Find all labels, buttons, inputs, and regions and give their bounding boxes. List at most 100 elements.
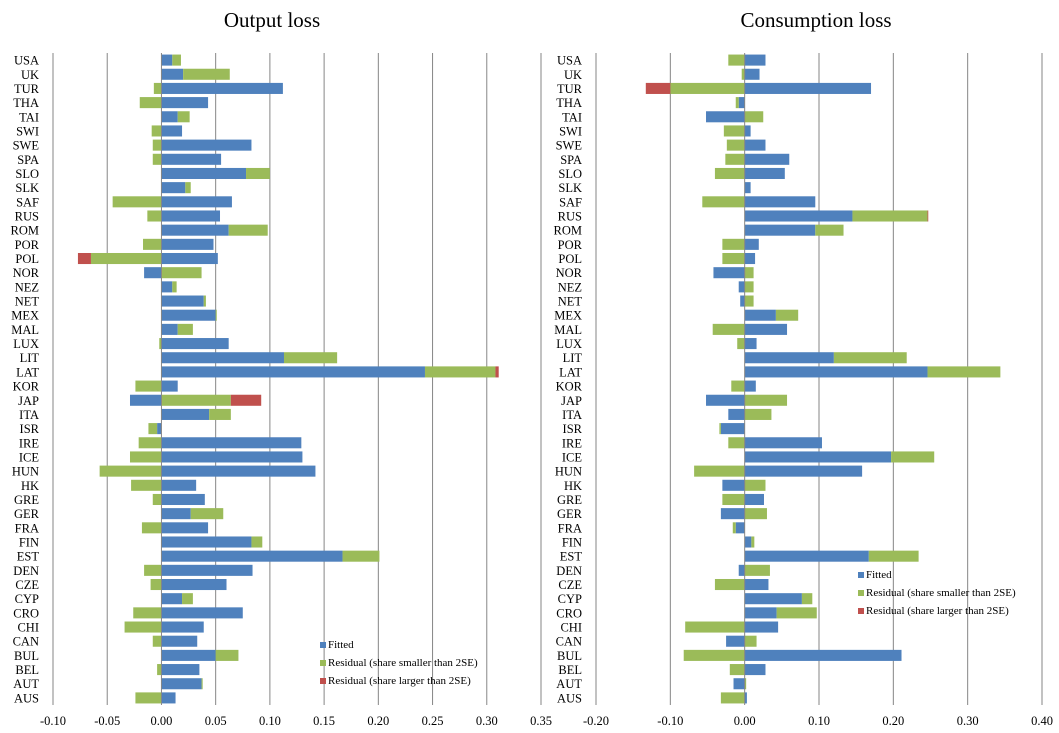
bar-hk-series-1: [744, 479, 766, 491]
bar-lit-series-1: [833, 352, 907, 364]
category-label: TUR: [557, 82, 583, 96]
bar-cyp-series-1: [801, 593, 813, 605]
category-label: EST: [560, 550, 583, 564]
x-tick-label: -0.10: [657, 714, 683, 728]
bar-gre-series-1: [722, 493, 745, 506]
bar-slk-series-0: [161, 182, 186, 194]
category-label: ROM: [554, 224, 582, 238]
category-label: NOR: [13, 266, 40, 280]
bar-uk-series-1: [183, 68, 230, 80]
category-label: SLK: [15, 181, 39, 195]
category-label: POL: [15, 252, 39, 266]
bar-swe-series-0: [744, 139, 766, 151]
category-label: TUR: [14, 82, 40, 96]
category-label: BEL: [15, 663, 39, 677]
bar-rus-series-0: [161, 210, 221, 222]
bar-aut-series-0: [733, 678, 745, 690]
x-tick-label: 0.30: [957, 714, 979, 728]
bar-nez-series-0: [738, 281, 745, 293]
bar-tur-series-0: [744, 82, 872, 94]
category-label: CHI: [560, 621, 582, 635]
bar-tur-series-0: [161, 82, 283, 94]
category-label: MAL: [11, 323, 39, 337]
bar-saf-series-0: [161, 196, 232, 208]
bar-fin-series-0: [744, 536, 752, 548]
bar-tur-series-1: [153, 82, 162, 94]
category-label: DEN: [556, 564, 582, 578]
category-label: TAI: [562, 110, 582, 124]
category-label: POR: [15, 238, 40, 252]
legend-label: Fitted: [866, 569, 892, 581]
bar-ire-series-1: [138, 437, 162, 449]
category-label: MEX: [11, 309, 39, 323]
bar-ita-series-0: [161, 408, 210, 420]
bar-swi-series-0: [744, 125, 751, 137]
category-label: NOR: [556, 266, 583, 280]
bar-saf-series-1: [112, 196, 162, 208]
category-label: POL: [558, 252, 582, 266]
bar-usa-series-0: [744, 54, 766, 66]
bar-tai-series-1: [744, 111, 764, 123]
bar-mex-series-1: [775, 309, 799, 321]
bar-chi-series-0: [161, 621, 204, 633]
category-label: FRA: [558, 521, 582, 535]
bar-hun-series-0: [744, 465, 863, 477]
bar-fra-series-1: [141, 522, 162, 534]
bar-cze-series-1: [150, 578, 162, 591]
bar-cyp-series-1: [182, 593, 193, 605]
bar-den-series-0: [161, 564, 253, 576]
bar-por-series-0: [744, 238, 759, 250]
bar-mex-series-0: [161, 309, 216, 321]
category-label: GER: [14, 507, 40, 521]
category-label: SWI: [16, 124, 39, 138]
category-label: CHI: [17, 621, 39, 635]
category-label: GRE: [557, 493, 582, 507]
bar-mex-series-1: [215, 309, 217, 321]
category-label: ISR: [563, 422, 583, 436]
category-label: POR: [558, 238, 583, 252]
bar-por-series-1: [722, 238, 745, 250]
bar-jap-series-0: [706, 394, 745, 406]
bar-lat-series-0: [161, 366, 425, 378]
bar-rus-series-1: [147, 210, 162, 222]
bar-lit-series-0: [161, 352, 284, 364]
category-label: NEZ: [15, 280, 39, 294]
bar-isr-series-0: [720, 423, 745, 435]
category-label: ICE: [562, 450, 583, 464]
bar-uk-series-1: [741, 68, 745, 80]
category-label: HUN: [555, 465, 582, 479]
bar-uk-series-0: [744, 68, 760, 80]
bar-nor-series-1: [744, 267, 754, 279]
legend-label: Fitted: [328, 639, 354, 651]
bar-usa-series-0: [161, 54, 173, 66]
bar-saf-series-0: [744, 196, 816, 208]
bar-ire-series-0: [744, 437, 822, 449]
category-label: CRO: [556, 606, 582, 620]
category-label: CAN: [13, 635, 39, 649]
category-label: LAT: [559, 365, 582, 379]
bar-por-series-1: [143, 238, 162, 250]
bar-kor-series-0: [744, 380, 756, 392]
x-tick-label: -0.20: [583, 714, 609, 728]
bar-bel-series-1: [157, 664, 162, 676]
category-label: UK: [564, 68, 582, 82]
bar-tha-series-1: [139, 97, 162, 109]
bar-can-series-0: [726, 635, 745, 647]
bar-hk-series-0: [161, 479, 197, 491]
category-label: IRE: [19, 436, 40, 450]
category-label: IRE: [562, 436, 583, 450]
bar-aut-series-1: [201, 678, 203, 690]
bar-jap-series-1: [161, 394, 231, 406]
category-label: SPA: [17, 153, 39, 167]
category-label: HK: [564, 479, 582, 493]
legend-swatch: [320, 642, 326, 648]
bar-hk-series-0: [722, 479, 745, 491]
category-label: LUX: [13, 337, 39, 351]
bar-tha-series-0: [738, 97, 745, 109]
bar-aut-series-1: [744, 678, 747, 690]
legend-swatch: [320, 660, 326, 666]
bar-mal-series-0: [744, 323, 788, 335]
bar-hun-series-1: [694, 465, 745, 477]
category-label: ITA: [562, 408, 582, 422]
bar-jap-series-1: [744, 394, 788, 406]
